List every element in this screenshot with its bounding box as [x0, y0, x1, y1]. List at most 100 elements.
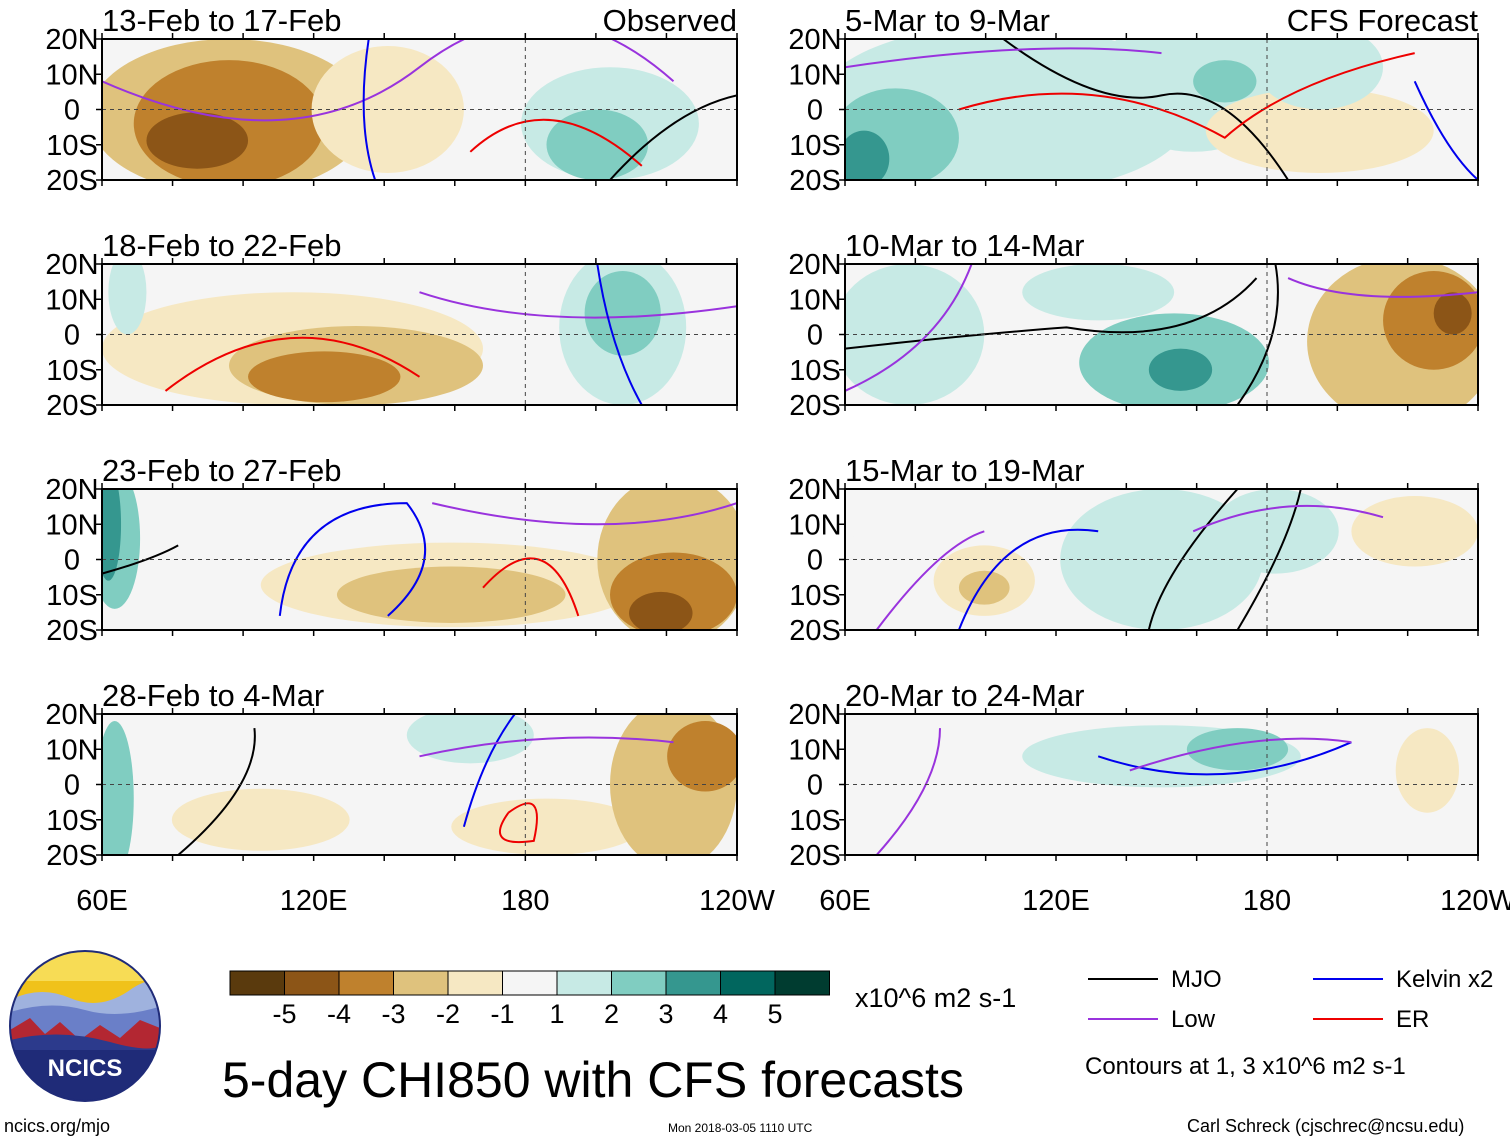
site-link[interactable]: ncics.org/mjo [4, 1116, 110, 1136]
panel-period: 23-Feb to 27-Feb [102, 453, 342, 488]
colorbar-label: 5 [767, 999, 782, 1029]
contour-line [1287, 277, 1478, 298]
anomaly-patch [845, 489, 909, 546]
lat-label: 20N [788, 249, 841, 281]
lat-label: 10N [788, 59, 841, 91]
contour-line [957, 528, 1099, 630]
anomaly-patch [248, 351, 401, 403]
contour-line [102, 544, 179, 575]
lat-label: 10N [45, 734, 98, 766]
legend-label: MJO [1171, 966, 1222, 993]
anomaly-patch [584, 271, 661, 356]
contour-line [419, 736, 674, 758]
colorbar-swatch [556, 970, 612, 996]
anomaly-patch [546, 109, 649, 180]
anomaly-shading [102, 489, 737, 630]
figure-title: 5-day CHI850 with CFS forecasts [222, 1052, 964, 1108]
lat-label: 10N [45, 284, 98, 316]
colorbar-label: 4 [713, 999, 728, 1029]
contour-line [164, 336, 421, 392]
colorbar-swatch [611, 970, 667, 996]
lat-label: 20S [46, 165, 98, 197]
colorbar-label: -3 [381, 999, 405, 1029]
colorbar-label: -2 [436, 999, 460, 1029]
colorbar-swatch [447, 970, 503, 996]
anomaly-patch [171, 788, 350, 851]
lat-label: 0 [64, 770, 80, 802]
panel-period: 5-Mar to 9-Mar [845, 3, 1050, 38]
lon-label: 60E [819, 885, 871, 917]
anomaly-patch [146, 112, 249, 169]
anomaly-shading [102, 714, 737, 855]
author-credit: Carl Schreck (cjschrec@ncsu.edu) [1187, 1116, 1464, 1136]
contour-note: Contours at 1, 3 x10^6 m2 s-1 [1085, 1053, 1406, 1080]
anomaly-patch [451, 798, 642, 855]
lat-label: 10S [789, 355, 841, 387]
timestamp: Mon 2018-03-05 1110 UTC [668, 1121, 813, 1135]
colorbar: -5 -4 -3 -2 -1 1 2 3 4 5 [229, 970, 830, 1029]
anomaly-patch [958, 570, 1010, 605]
logo-text: NCICS [48, 1055, 123, 1082]
lat-label: 20S [789, 615, 841, 647]
anomaly-shading [845, 489, 1478, 630]
contour-line [875, 530, 985, 630]
contour-line [498, 802, 538, 843]
colorbar-swatch [720, 970, 776, 996]
anomaly-shading [102, 264, 737, 405]
anomaly-patch [311, 46, 464, 173]
anomaly-patch [1212, 489, 1339, 574]
anomaly-patch [845, 130, 890, 180]
contour-line [1236, 489, 1302, 630]
lat-label: 20S [789, 840, 841, 872]
lat-label: 0 [64, 95, 80, 127]
contour-line [278, 502, 427, 617]
lat-label: 20N [45, 24, 98, 56]
anomaly-patch [406, 714, 534, 764]
anomaly-shading [845, 714, 1478, 855]
lon-label: 180 [1243, 885, 1291, 917]
contour-line [596, 264, 643, 405]
anomaly-patch [1193, 60, 1257, 103]
contour-line [958, 52, 1415, 139]
lat-label: 10N [45, 59, 98, 91]
anomaly-patch [629, 591, 693, 630]
lat-label: 20S [789, 165, 841, 197]
panel-period: 10-Mar to 14-Mar [845, 228, 1084, 263]
colorbar-units: x10^6 m2 s-1 [855, 983, 1016, 1013]
lat-label: 10N [788, 734, 841, 766]
lat-label: 10S [46, 130, 98, 162]
lat-label: 0 [807, 545, 823, 577]
lat-label: 0 [807, 320, 823, 352]
colorbar-label: -4 [327, 999, 351, 1029]
anomaly-shading [845, 39, 1478, 180]
colorbar-label: 3 [658, 999, 673, 1029]
lat-label: 10S [789, 130, 841, 162]
lat-label: 0 [64, 320, 80, 352]
colorbar-label: 1 [549, 999, 564, 1029]
contour-line [462, 714, 516, 828]
colorbar-label: -1 [490, 999, 514, 1029]
lat-label: 20S [46, 615, 98, 647]
legend-label: ER [1396, 1006, 1429, 1033]
lat-label: 20S [46, 390, 98, 422]
contour-line [482, 557, 580, 617]
lon-label: 120E [280, 885, 348, 917]
lon-label: 60E [76, 885, 128, 917]
panel-period: 13-Feb to 17-Feb [102, 3, 342, 38]
lon-label: 120E [1022, 885, 1090, 917]
legend-label: Kelvin x2 [1396, 966, 1493, 993]
colorbar-swatch [393, 970, 449, 996]
contour-line [1147, 489, 1239, 630]
anomaly-shading [102, 39, 737, 180]
anomaly-patch [108, 264, 147, 335]
lat-label: 20S [46, 840, 98, 872]
colorbar-swatch [338, 970, 394, 996]
anomaly-patch [1186, 728, 1289, 771]
contour-line [469, 118, 643, 167]
panel-period: 18-Feb to 22-Feb [102, 228, 342, 263]
